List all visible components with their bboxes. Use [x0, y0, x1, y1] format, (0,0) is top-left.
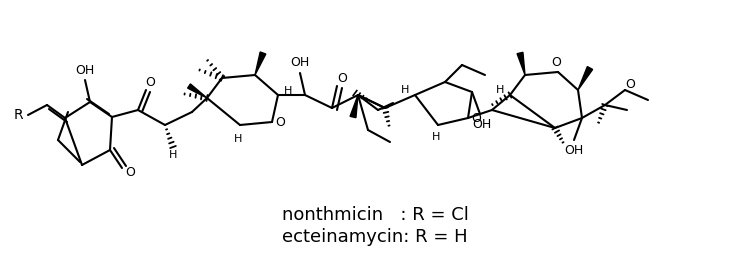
Polygon shape — [350, 95, 358, 118]
Polygon shape — [517, 52, 525, 75]
Text: H: H — [432, 132, 440, 142]
Text: H: H — [169, 150, 177, 160]
Text: nonthmicin   : R = Cl: nonthmicin : R = Cl — [281, 206, 469, 224]
Polygon shape — [255, 52, 266, 75]
Text: O: O — [551, 56, 561, 69]
Text: OH: OH — [472, 117, 492, 130]
Text: O: O — [471, 112, 481, 124]
Polygon shape — [188, 84, 207, 98]
Text: O: O — [275, 116, 285, 129]
Text: R: R — [13, 108, 22, 122]
Text: H: H — [284, 86, 292, 96]
Text: H: H — [234, 134, 242, 144]
Text: OH: OH — [564, 143, 584, 157]
Text: OH: OH — [290, 56, 310, 69]
Text: H: H — [496, 85, 504, 95]
Text: OH: OH — [75, 63, 94, 76]
Text: O: O — [625, 79, 635, 92]
Text: O: O — [145, 76, 155, 89]
Text: O: O — [337, 72, 347, 85]
Text: O: O — [125, 166, 135, 178]
Polygon shape — [578, 67, 592, 90]
Text: ecteinamycin: R = H: ecteinamycin: R = H — [282, 228, 468, 246]
Text: H: H — [400, 85, 410, 95]
